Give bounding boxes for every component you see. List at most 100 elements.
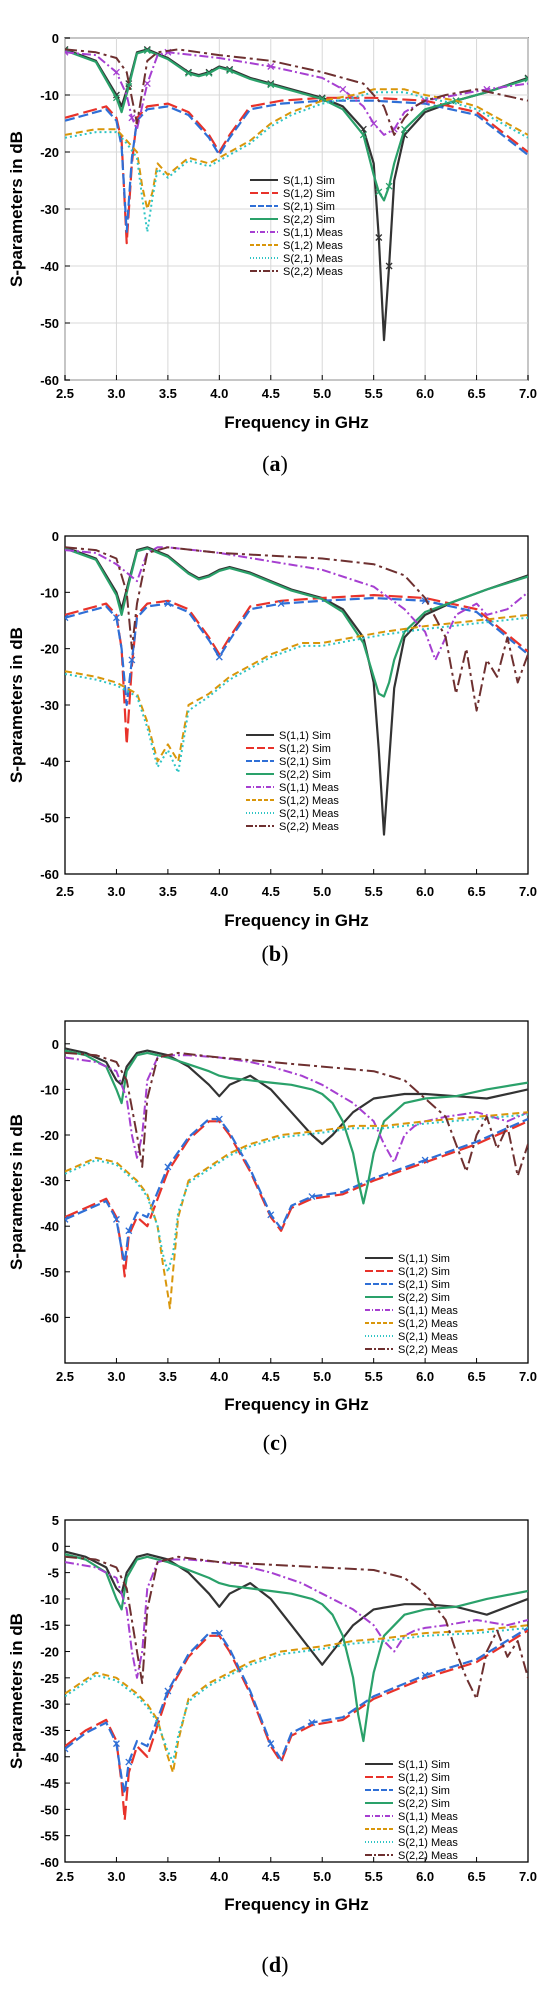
legend-label: S(2,1) Sim	[279, 756, 331, 768]
chart-panel-4: 2.5 3.0 3.5 4.0 4.5 5.0 5.5 6.0 6.5 7.0 5 0 -5 -10 -15…	[7, 1513, 537, 1977]
series-marker	[267, 81, 275, 89]
plot-frame	[64, 1519, 529, 1863]
series-line-4	[65, 1553, 528, 1743]
y-tick-label: 0	[52, 529, 59, 544]
legend-label: S(2,2) Meas	[398, 1344, 458, 1356]
x-tick-label: 7.0	[519, 1369, 537, 1384]
legend-label: S(2,1) Meas	[279, 808, 339, 820]
series-marker	[226, 67, 234, 74]
x-tick-label: 4.5	[262, 1869, 280, 1884]
series-marker	[128, 656, 136, 664]
y-tick-label: -55	[40, 1829, 59, 1844]
y-tick-label: 5	[52, 1513, 59, 1528]
y-tick-label: -20	[40, 145, 59, 160]
y-axis-title: S-parameters in dB	[7, 1114, 26, 1270]
y-tick-label: -30	[40, 202, 59, 217]
legend-label: S(2,1) Sim	[283, 201, 335, 213]
series-line-6	[65, 88, 528, 210]
series-marker	[375, 234, 383, 241]
y-tick-label: -40	[40, 754, 59, 769]
series-marker	[385, 182, 393, 190]
series-line-7	[65, 1113, 528, 1273]
x-tick-label: 4.0	[210, 884, 228, 899]
series-line-5	[65, 1054, 528, 1164]
legend-label: S(1,2) Sim	[398, 1266, 450, 1278]
legend-label: S(1,2) Meas	[279, 795, 339, 807]
y-tick-label: -15	[40, 1618, 59, 1633]
legend-label: S(2,2) Meas	[283, 266, 343, 278]
series-marker	[164, 600, 172, 608]
series-marker	[524, 75, 528, 83]
y-axis-title: S-parameters in dB	[7, 627, 26, 783]
series-marker	[375, 188, 383, 196]
x-tick-label: 3.0	[107, 1869, 125, 1884]
y-tick-label: -30	[40, 1174, 59, 1189]
y-tick-label: -20	[40, 1128, 59, 1143]
x-tick-label: 6.5	[468, 386, 486, 401]
x-tick-label: 5.5	[365, 1369, 383, 1384]
y-tick-label: -20	[40, 1645, 59, 1660]
panel-label: (d)	[262, 1952, 289, 1977]
panel-label: (a)	[262, 451, 288, 476]
series-line-5	[65, 1558, 528, 1679]
series-marker	[185, 69, 192, 77]
series-group	[65, 546, 528, 836]
series-marker	[112, 94, 120, 102]
legend-label: S(1,1) Sim	[398, 1253, 450, 1265]
y-tick-label: 0	[52, 1037, 59, 1052]
x-tick-label: 5.0	[313, 1869, 331, 1884]
series-line-3	[65, 596, 528, 707]
y-tick-label: 0	[52, 31, 59, 46]
series-marker	[215, 1629, 223, 1637]
x-tick-label: 6.0	[416, 884, 434, 899]
panel-label: (b)	[262, 941, 289, 966]
series-marker	[112, 1215, 120, 1223]
x-tick-label: 7.0	[519, 1869, 537, 1884]
legend-label: S(1,1) Meas	[398, 1305, 458, 1317]
series-marker	[205, 69, 213, 77]
x-tick-label: 2.5	[56, 1869, 74, 1884]
y-tick-label: -40	[40, 259, 59, 274]
x-tick-label: 7.0	[519, 386, 537, 401]
x-tick-label: 4.5	[262, 884, 280, 899]
y-tick-label: -30	[40, 698, 59, 713]
legend-label: S(2,2) Meas	[279, 821, 339, 833]
x-tick-label: 5.5	[365, 386, 383, 401]
series-marker	[112, 68, 120, 76]
series-marker	[128, 114, 136, 122]
panel-label: (c)	[263, 1430, 287, 1455]
series-marker	[421, 1671, 429, 1679]
x-tick-label: 3.5	[159, 386, 177, 401]
series-marker	[401, 125, 408, 133]
x-tick-label: 5.0	[313, 884, 331, 899]
x-axis-title: Frequency in GHz	[224, 413, 369, 432]
legend-label: S(2,1) Meas	[398, 1331, 458, 1343]
y-tick-label: -20	[40, 642, 59, 657]
legend-label: S(2,1) Meas	[283, 253, 343, 265]
x-tick-label: 4.0	[210, 1869, 228, 1884]
y-axis-title: S-parameters in dB	[7, 131, 26, 287]
legend-label: S(1,1) Meas	[398, 1811, 458, 1823]
legend-label: S(1,2) Sim	[283, 188, 335, 200]
y-tick-label: -40	[40, 1750, 59, 1765]
series-marker	[277, 600, 285, 608]
series-marker	[125, 1758, 133, 1766]
series-line-3	[65, 1626, 528, 1795]
series-marker	[359, 131, 367, 139]
series-line-2	[65, 1120, 528, 1278]
series-marker	[65, 614, 69, 622]
series-line-8	[65, 1555, 528, 1700]
y-tick-label: -30	[40, 1697, 59, 1712]
legend-label: S(2,2) Meas	[398, 1850, 458, 1862]
series-marker	[308, 1193, 316, 1201]
series-marker	[143, 47, 151, 54]
series-line-3	[65, 1117, 528, 1264]
x-tick-label: 6.0	[416, 386, 434, 401]
legend-label: S(1,2) Meas	[398, 1318, 458, 1330]
x-tick-label: 3.0	[107, 386, 125, 401]
y-tick-label: -60	[40, 1855, 59, 1870]
x-tick-label: 3.5	[159, 884, 177, 899]
series-line-8	[65, 1051, 528, 1177]
